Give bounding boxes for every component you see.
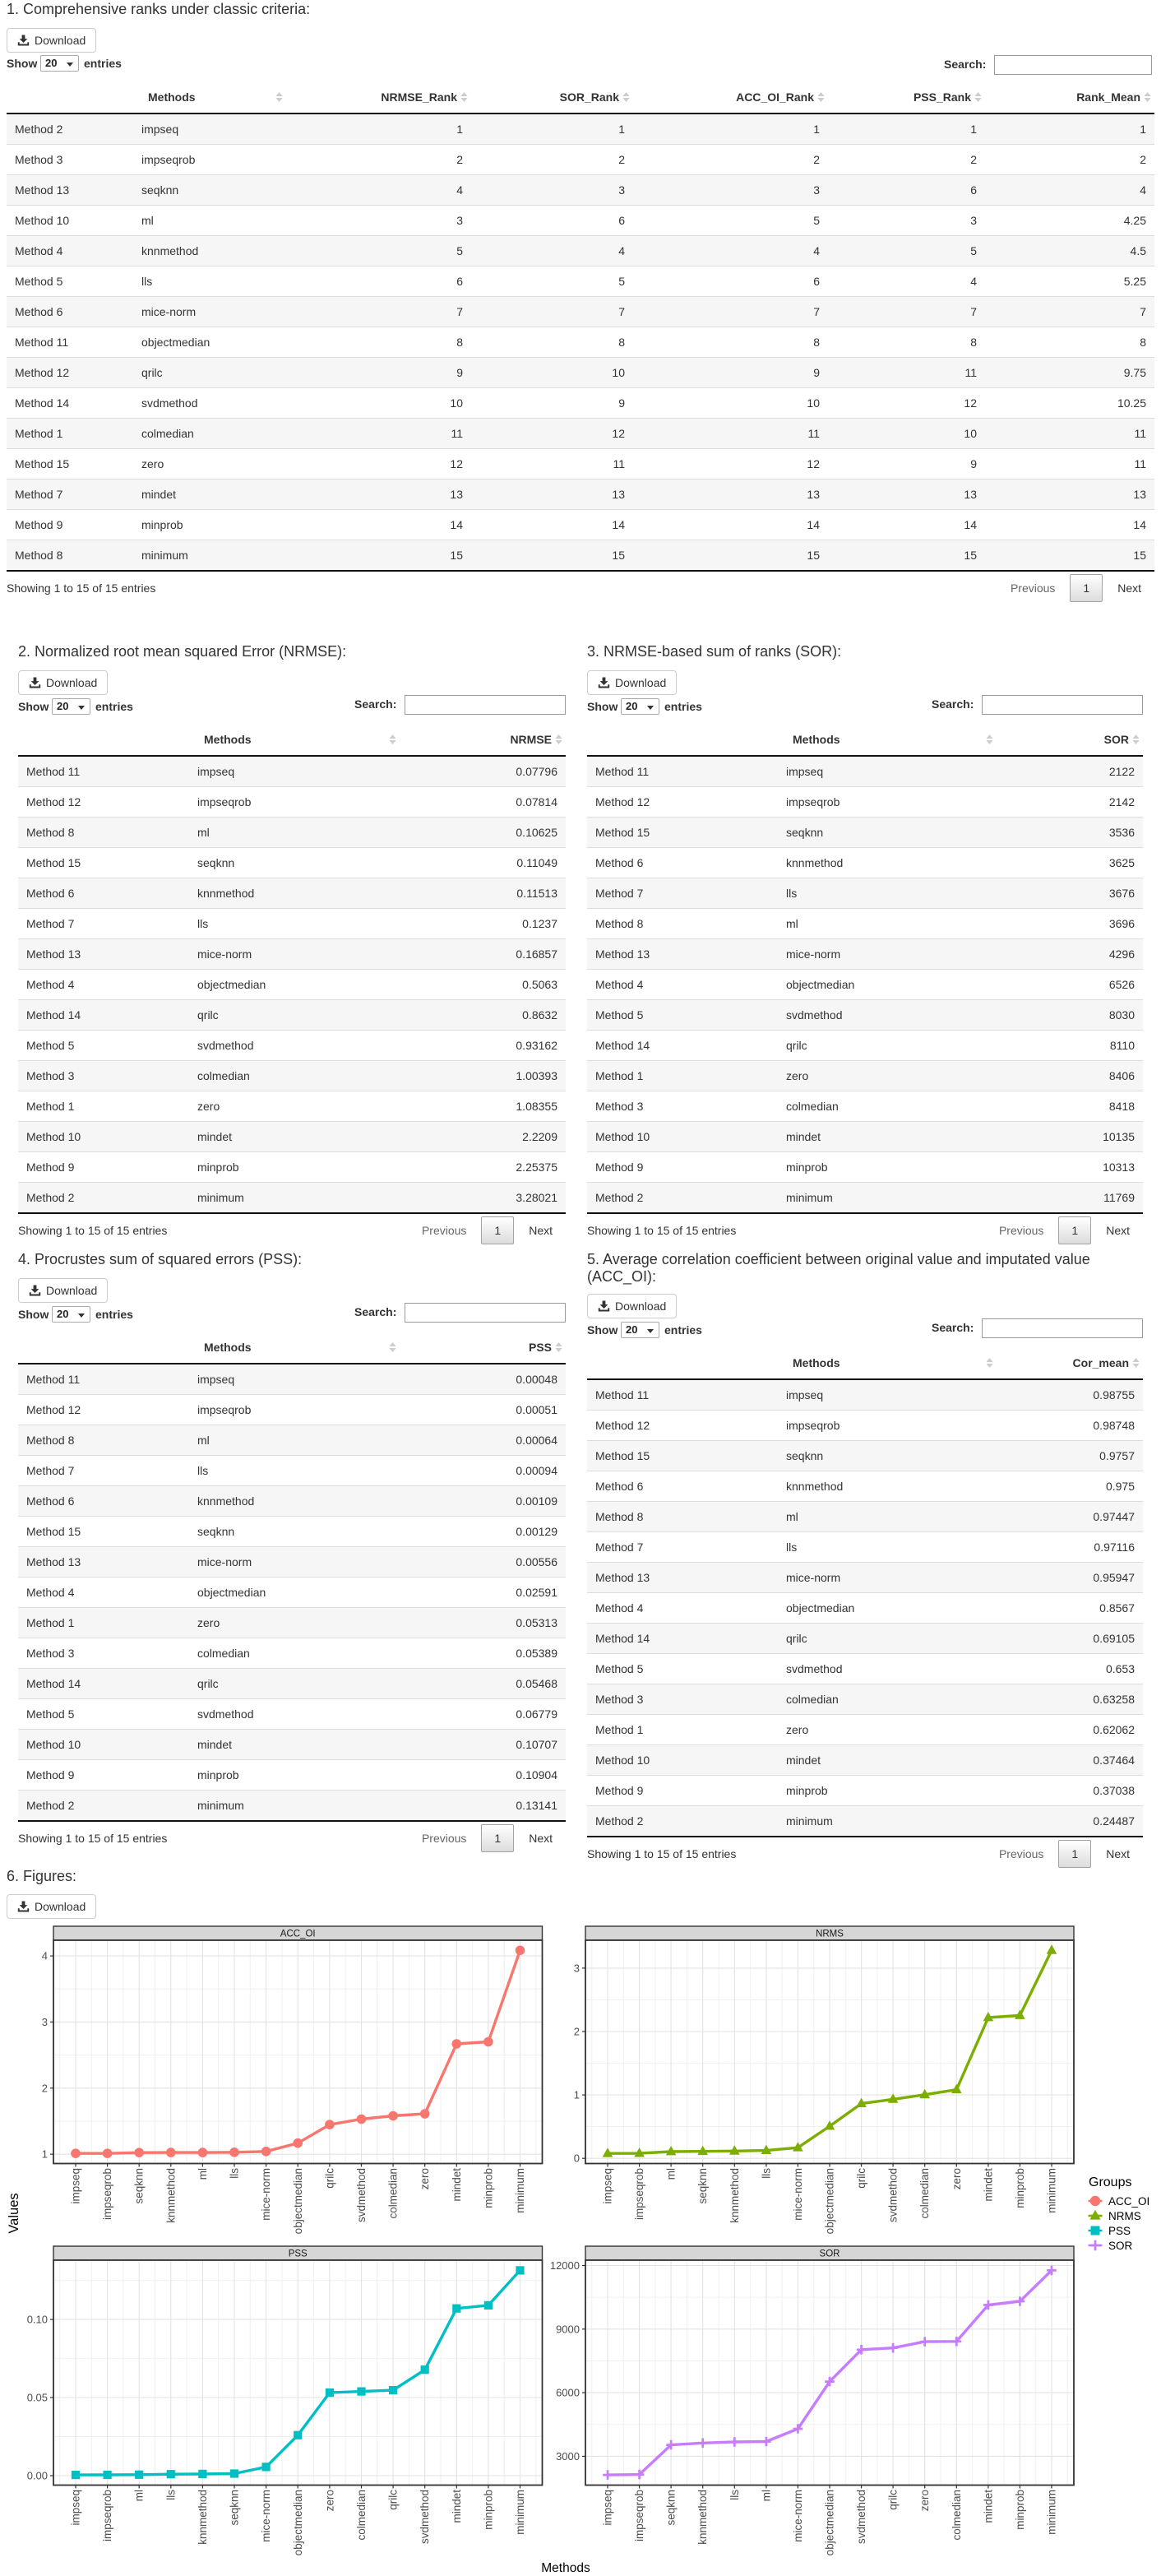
svg-text:0: 0 (574, 2152, 580, 2165)
svg-text:12000: 12000 (550, 2259, 580, 2272)
svg-text:seqknn: seqknn (229, 2490, 241, 2526)
svg-text:impseqrob: impseqrob (101, 2168, 113, 2220)
svg-text:colmedian: colmedian (918, 2168, 931, 2219)
svg-text:ml: ml (197, 2168, 209, 2180)
svg-text:qrilc: qrilc (387, 2490, 400, 2510)
svg-text:NRMS: NRMS (1108, 2210, 1141, 2222)
svg-text:minimum: minimum (514, 2168, 526, 2213)
svg-text:colmedian: colmedian (387, 2168, 400, 2219)
svg-text:svdmethod: svdmethod (887, 2168, 900, 2222)
svg-text:mindet: mindet (451, 2490, 463, 2523)
svg-text:minprob: minprob (482, 2168, 494, 2208)
svg-text:qrilc: qrilc (855, 2168, 867, 2189)
svg-text:impseqrob: impseqrob (633, 2168, 645, 2220)
svg-text:lls: lls (229, 2168, 241, 2179)
svg-text:minprob: minprob (482, 2490, 494, 2530)
svg-text:minprob: minprob (1014, 2168, 1026, 2208)
svg-text:mice-norm: mice-norm (260, 2490, 272, 2542)
svg-text:Groups: Groups (1089, 2175, 1131, 2189)
svg-text:colmedian: colmedian (951, 2490, 963, 2541)
svg-text:zero: zero (918, 2490, 931, 2511)
svg-text:mice-norm: mice-norm (792, 2168, 804, 2221)
svg-text:0.00: 0.00 (27, 2470, 48, 2482)
svg-text:seqknn: seqknn (133, 2168, 146, 2204)
svg-text:zero: zero (951, 2168, 963, 2189)
svg-text:mindet: mindet (451, 2168, 463, 2202)
svg-text:zero: zero (323, 2490, 335, 2511)
svg-text:3000: 3000 (556, 2450, 580, 2462)
svg-text:9000: 9000 (556, 2323, 580, 2335)
svg-text:ACC_OI: ACC_OI (280, 1930, 316, 1939)
svg-text:knnmethod: knnmethod (164, 2168, 177, 2223)
svg-text:seqknn: seqknn (665, 2490, 678, 2526)
svg-text:impseq: impseq (70, 2168, 82, 2204)
svg-text:Values: Values (7, 2193, 21, 2233)
svg-text:3: 3 (42, 2016, 48, 2028)
svg-text:ml: ml (760, 2490, 772, 2501)
svg-text:mice-norm: mice-norm (260, 2168, 272, 2221)
svg-text:knnmethod: knnmethod (729, 2168, 741, 2223)
svg-text:NRMS: NRMS (816, 1930, 844, 1939)
svg-text:1: 1 (42, 2148, 48, 2161)
svg-text:objectmedian: objectmedian (824, 2490, 836, 2555)
svg-text:impseq: impseq (602, 2490, 614, 2526)
svg-text:objectmedian: objectmedian (292, 2490, 304, 2555)
svg-text:minimum: minimum (514, 2490, 526, 2535)
svg-text:ACC_OI: ACC_OI (1108, 2195, 1149, 2208)
svg-text:qrilc: qrilc (323, 2168, 335, 2189)
svg-text:PSS: PSS (1108, 2225, 1131, 2237)
svg-text:svdmethod: svdmethod (355, 2168, 368, 2222)
svg-text:SOR: SOR (1108, 2240, 1133, 2252)
svg-text:objectmedian: objectmedian (292, 2168, 304, 2234)
svg-text:PSS: PSS (289, 2249, 308, 2259)
svg-text:ml: ml (665, 2168, 678, 2180)
svg-text:mindet: mindet (982, 2490, 994, 2523)
svg-text:knnmethod: knnmethod (696, 2490, 709, 2545)
svg-text:2: 2 (574, 2026, 580, 2038)
svg-text:colmedian: colmedian (355, 2490, 368, 2541)
svg-text:minimum: minimum (1046, 2168, 1058, 2213)
svg-text:knnmethod: knnmethod (197, 2490, 209, 2545)
svg-text:mice-norm: mice-norm (792, 2490, 804, 2542)
svg-text:0.05: 0.05 (27, 2392, 48, 2404)
svg-text:1: 1 (574, 2089, 580, 2101)
svg-text:impseqrob: impseqrob (633, 2490, 645, 2541)
svg-text:0.10: 0.10 (27, 2314, 48, 2326)
svg-text:lls: lls (164, 2490, 177, 2500)
svg-text:qrilc: qrilc (887, 2490, 900, 2510)
svg-text:impseqrob: impseqrob (101, 2490, 113, 2541)
svg-text:3: 3 (574, 1962, 580, 1974)
svg-text:zero: zero (419, 2168, 431, 2189)
svg-text:lls: lls (760, 2168, 772, 2179)
svg-text:Methods: Methods (541, 2561, 590, 2575)
svg-text:minimum: minimum (1046, 2490, 1058, 2535)
svg-text:2: 2 (42, 2082, 48, 2094)
svg-text:objectmedian: objectmedian (824, 2168, 836, 2234)
svg-text:ml: ml (133, 2490, 146, 2501)
svg-text:svdmethod: svdmethod (419, 2490, 431, 2544)
svg-text:minprob: minprob (1014, 2490, 1026, 2530)
svg-text:impseq: impseq (602, 2168, 614, 2204)
svg-text:seqknn: seqknn (696, 2168, 709, 2204)
svg-text:mindet: mindet (982, 2168, 994, 2202)
svg-text:impseq: impseq (70, 2490, 82, 2526)
svg-text:lls: lls (729, 2490, 741, 2500)
svg-text:6000: 6000 (556, 2387, 580, 2399)
svg-text:4: 4 (42, 1950, 48, 1962)
svg-text:SOR: SOR (820, 2249, 840, 2259)
svg-text:svdmethod: svdmethod (855, 2490, 867, 2544)
